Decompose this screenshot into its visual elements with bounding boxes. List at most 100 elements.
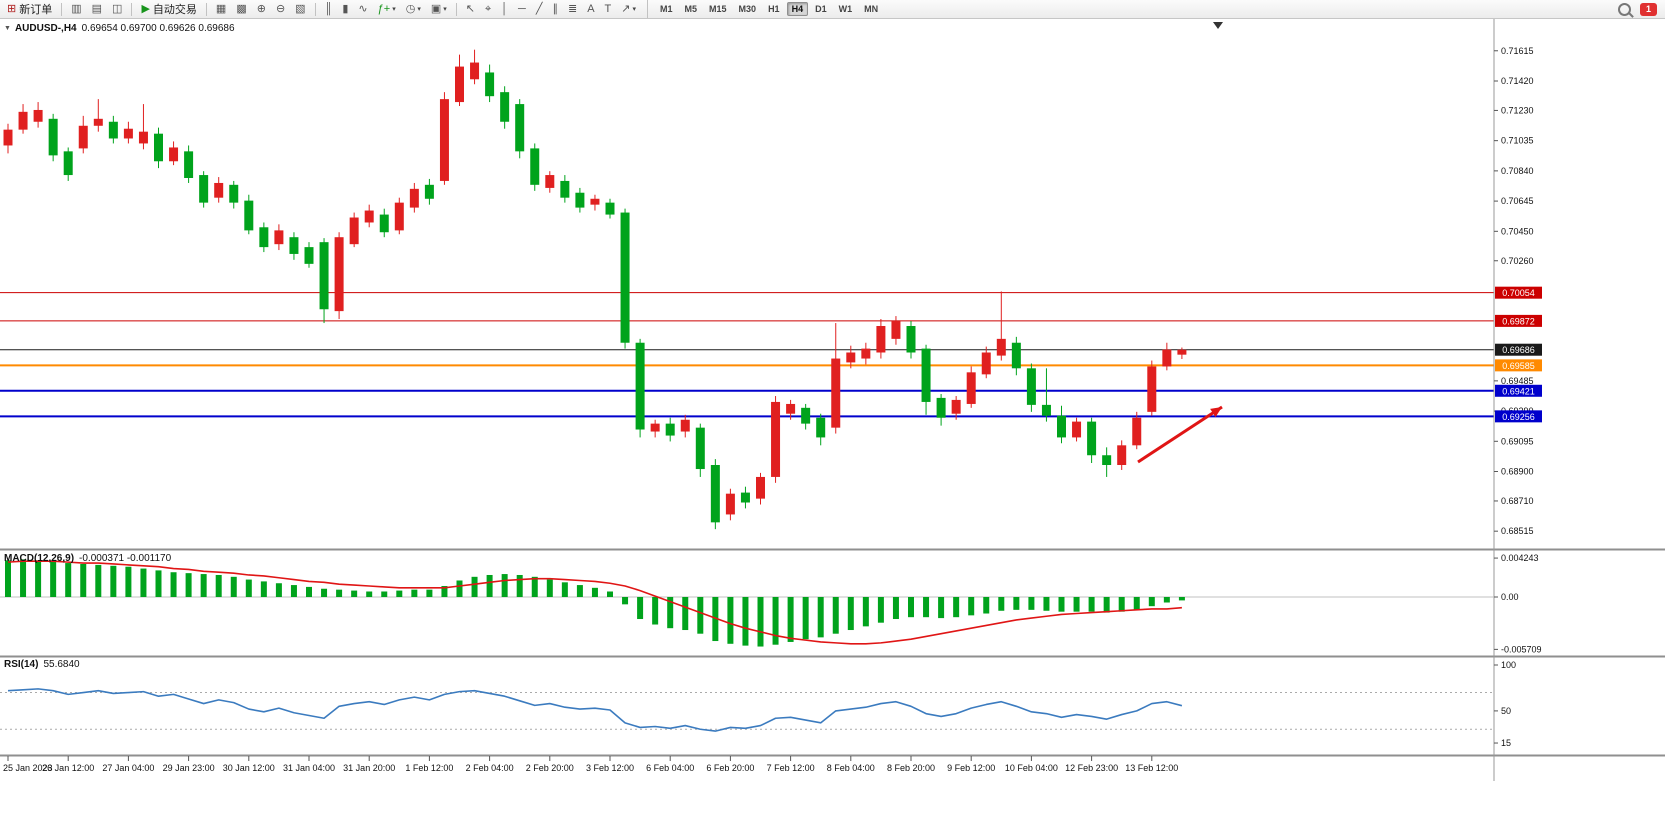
timeframe-h4-button[interactable]: H4: [786, 2, 809, 16]
macd-histogram-bar: [260, 581, 267, 597]
channel-tool-icon: ∥: [552, 2, 558, 15]
candle-body: [214, 182, 224, 198]
time-axis-label: 6 Feb 04:00: [646, 763, 694, 773]
label-tool-button[interactable]: T: [601, 0, 616, 19]
time-axis-label: 26 Jan 12:00: [42, 763, 94, 773]
new-order-label: 新订单: [19, 4, 53, 16]
candle-body: [259, 227, 269, 248]
cascade-windows-icon: ▩: [236, 2, 247, 15]
macd-histogram-bar: [65, 563, 72, 597]
toolbar-separator: [61, 2, 63, 16]
macd-histogram-bar: [742, 597, 749, 646]
horizontal-line-tool-button[interactable]: ─: [514, 0, 530, 19]
line-chart-mode-button[interactable]: ∿: [354, 0, 371, 19]
timeframe-d1-button[interactable]: D1: [815, 4, 827, 14]
zoom-out-button[interactable]: ⊖: [272, 0, 289, 19]
candle-body: [439, 99, 449, 181]
macd-histogram-bar: [95, 564, 102, 597]
timeframe-mn-button[interactable]: MN: [864, 4, 879, 14]
templates-button[interactable]: ▣ ▾: [427, 0, 451, 19]
indicators-button[interactable]: ƒ+ ▾: [374, 0, 400, 19]
rsi-axis-label: 50: [1501, 706, 1511, 716]
crosshair-tool-button[interactable]: ⌖: [481, 0, 495, 19]
macd-histogram-bar: [1028, 597, 1035, 610]
time-axis-label: 29 Jan 23:00: [163, 763, 215, 773]
auto-trading-button[interactable]: ▶ 自动交易: [137, 0, 200, 19]
periods-menu-icon: ◷: [405, 2, 416, 15]
macd-histogram-bar: [637, 597, 644, 620]
dropdown-caret-icon: ▾: [417, 6, 421, 13]
price-axis-label: 0.71420: [1501, 76, 1534, 86]
candle-body: [334, 237, 344, 312]
candle-body: [590, 198, 600, 205]
search-icon[interactable]: [1618, 2, 1631, 16]
macd-histogram-bar: [1013, 597, 1020, 610]
candle-body: [349, 217, 359, 245]
line-chart-mode-icon: ∿: [358, 2, 368, 15]
timeframe-m1-button[interactable]: M1: [660, 4, 673, 14]
candle-body: [1072, 421, 1082, 438]
price-axis-label: 0.70840: [1501, 166, 1534, 176]
chart-window-button[interactable]: ▥: [67, 0, 85, 19]
price-axis-label: 0.71615: [1501, 46, 1534, 56]
candle-body: [1102, 455, 1112, 466]
profiles-button[interactable]: ▤: [88, 0, 106, 19]
candle-body: [846, 352, 856, 363]
candle-body: [801, 407, 811, 424]
rsi-axis-label: 15: [1501, 738, 1511, 748]
zoom-in-button[interactable]: ⊕: [253, 0, 270, 19]
candle-body: [1162, 349, 1172, 367]
data-window-icon: ◫: [112, 2, 123, 15]
time-axis-label: 2 Feb 20:00: [526, 763, 574, 773]
new-order-button[interactable]: ⊞ 新订单: [3, 0, 56, 19]
chart-window-icon: ▥: [71, 2, 82, 15]
macd-histogram-bar: [306, 586, 312, 597]
candle-body: [229, 184, 239, 203]
candle-body: [154, 133, 163, 162]
fibonacci-tool-button[interactable]: ≣: [564, 0, 581, 19]
macd-histogram-bar: [591, 587, 598, 597]
text-tool-button[interactable]: A: [583, 0, 598, 19]
text-tool-icon: A: [587, 2, 595, 15]
periods-menu-button[interactable]: ◷ ▾: [402, 0, 425, 19]
macd-histogram-bar: [862, 597, 869, 627]
timeframe-m30-button[interactable]: M30: [738, 4, 757, 14]
cursor-tool-button[interactable]: ↖: [462, 0, 479, 19]
price-axis-label: 0.69485: [1501, 376, 1534, 386]
arrows-tool-button[interactable]: ↗ ▾: [617, 0, 640, 19]
chart-shift-marker-icon[interactable]: [1213, 22, 1223, 29]
macd-histogram-bar: [230, 576, 237, 597]
timeframe-w1-button[interactable]: W1: [838, 4, 853, 14]
tile-windows-button[interactable]: ▦: [212, 0, 230, 19]
candle-body: [364, 210, 374, 223]
collapse-chart-icon[interactable]: ▼: [4, 25, 11, 32]
arrange-windows-button[interactable]: ▧: [291, 0, 309, 19]
macd-histogram-bar: [366, 591, 373, 597]
vertical-line-tool-button[interactable]: │: [497, 0, 512, 19]
timeframe-m5-button[interactable]: M5: [684, 4, 698, 14]
macd-histogram-bar: [516, 574, 523, 597]
time-axis-label: 31 Jan 04:00: [283, 763, 335, 773]
toolbar: ⊞ 新订单 ▥ ▤ ◫ ▶ 自动交易 ▦ ▩ ⊕ ⊖ ▧ ║ ▮ ∿ ƒ+ ▾ ◷ ▾ ▣ ▾ ↖ ⌖ │ ─ ╱ ∥ ≣ A T ↗ ▾ M…: [0, 0, 1665, 19]
data-window-button[interactable]: ◫: [108, 0, 126, 19]
notification-badge[interactable]: 1: [1640, 2, 1657, 16]
bar-chart-mode-button[interactable]: ║: [321, 0, 337, 19]
trendline-tool-button[interactable]: ╱: [532, 0, 547, 19]
rsi-line: [7, 688, 1183, 732]
timeframe-h1-button[interactable]: H1: [768, 4, 780, 14]
macd-histogram-bar: [652, 597, 659, 625]
candle-body: [470, 62, 480, 80]
time-axis-label: 7 Feb 12:00: [767, 763, 815, 773]
trend-arrow[interactable]: [1137, 405, 1223, 464]
auto-trading-label: 自动交易: [152, 4, 197, 16]
cascade-windows-button[interactable]: ▩: [232, 0, 250, 19]
candle-body: [3, 129, 13, 146]
timeframe-m15-button[interactable]: M15: [709, 4, 727, 14]
candlestick-mode-button[interactable]: ▮: [338, 0, 352, 19]
macd-histogram-bar: [1043, 597, 1050, 611]
macd-histogram-bar: [245, 579, 252, 597]
price-badge-label: 0.69686: [1502, 345, 1535, 355]
channel-tool-button[interactable]: ∥: [548, 0, 562, 19]
macd-histogram-bar: [456, 580, 463, 597]
